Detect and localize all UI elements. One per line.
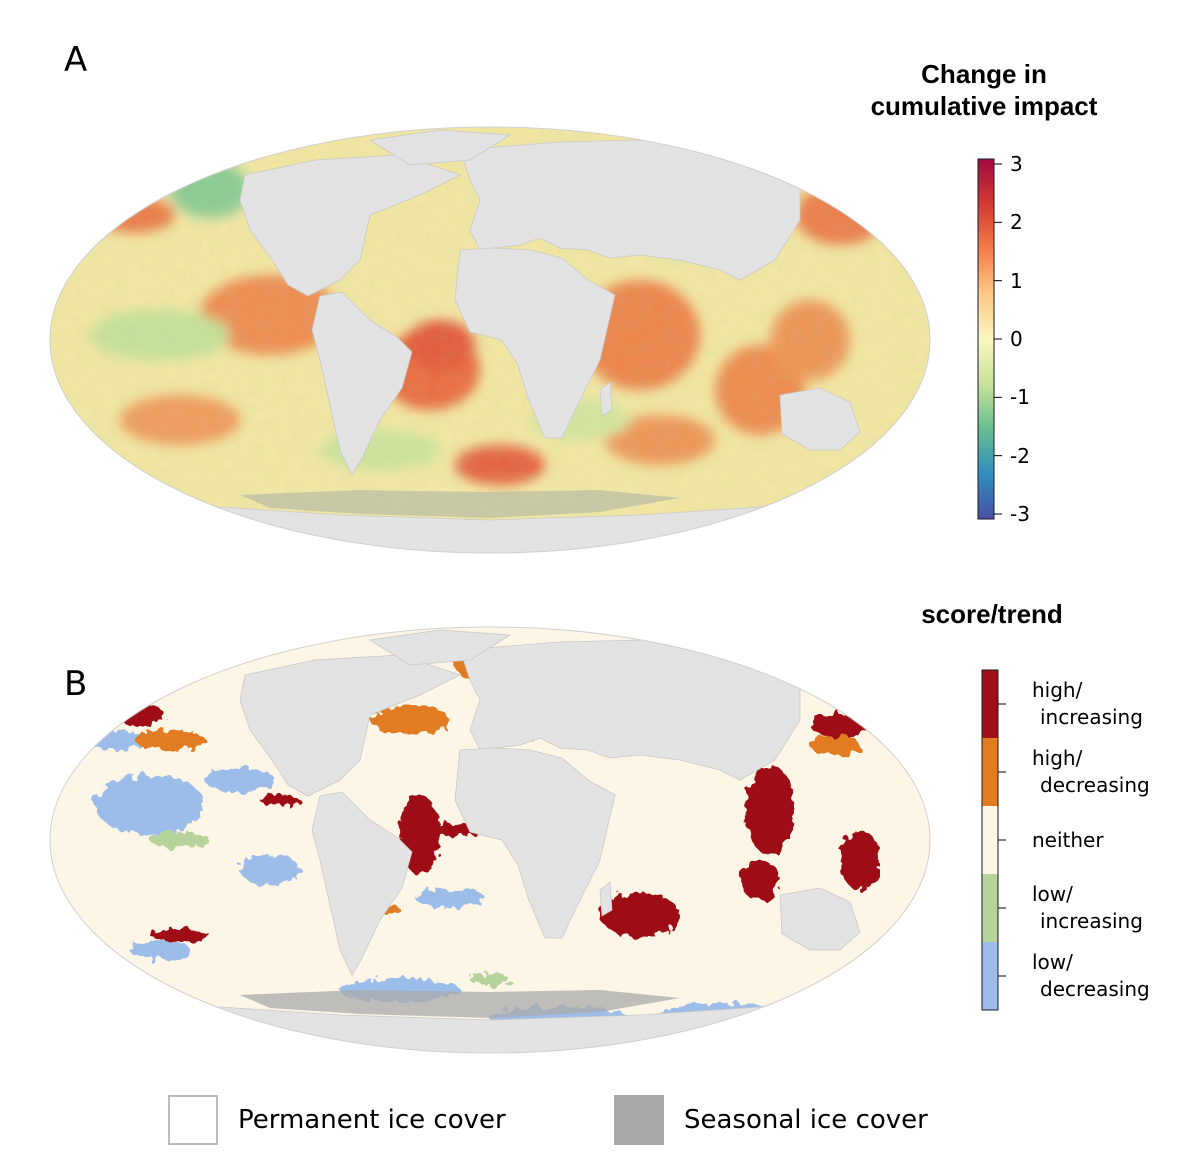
category-swatch <box>982 738 998 806</box>
colorbar-a-tick-label: -2 <box>1010 443 1030 468</box>
colorbar-a-tick-label: 1 <box>1010 268 1023 293</box>
category-label-line2: decreasing <box>1040 977 1150 1001</box>
panel-label-b: B <box>64 664 88 704</box>
legend-title-b: score/trend <box>921 599 1063 629</box>
category-swatch <box>982 806 998 874</box>
seasonal-ice-label: Seasonal ice cover <box>684 1105 928 1135</box>
legend-title-a-line2: cumulative impact <box>870 91 1098 121</box>
ice-legend-permanent: Permanent ice cover <box>168 1092 506 1148</box>
category-label: high/decreasing <box>1032 745 1182 799</box>
panel-label-a: A <box>64 40 88 80</box>
category-label-line1: low/ <box>1032 950 1073 974</box>
category-label: high/increasing <box>1032 677 1182 731</box>
category-label-line1: neither <box>1032 827 1104 852</box>
category-bar-outline <box>981 669 999 1011</box>
legend-title-a: Change in cumulative impact <box>848 58 1120 122</box>
colorbar-a-tick-label: 3 <box>1010 152 1023 176</box>
category-label-line1: high/ <box>1032 678 1083 702</box>
category-label-line2: decreasing <box>1040 773 1150 797</box>
seasonal-ice <box>240 490 680 518</box>
category-swatch <box>982 670 998 738</box>
category-label-line2: increasing <box>1040 909 1143 933</box>
category-swatch <box>982 874 998 942</box>
category-label: neither <box>1032 827 1182 854</box>
colorbar-a-tick-label: 2 <box>1010 210 1023 235</box>
category-bar-b <box>981 669 1006 1011</box>
ice-legend-seasonal: Seasonal ice cover <box>614 1092 928 1148</box>
legend-title-a-line1: Change in <box>921 59 1047 89</box>
category-swatch <box>982 942 998 1010</box>
colorbar-a-tick-label: -1 <box>1010 385 1030 410</box>
permanent-ice-swatch <box>168 1095 218 1145</box>
category-label-line1: high/ <box>1032 746 1083 770</box>
colorbar-a-tick-label: 0 <box>1010 327 1023 351</box>
land-masses <box>179 129 861 553</box>
map-score-trend <box>49 626 931 1054</box>
map-change-in-cumulative-impact <box>49 126 931 554</box>
category-label: low/decreasing <box>1032 949 1182 1003</box>
colorbar-a-tick-label: -3 <box>1010 502 1030 526</box>
category-label-line1: low/ <box>1032 882 1073 906</box>
seasonal-ice-b <box>240 990 680 1018</box>
colorbar-a <box>977 158 1002 520</box>
category-label: low/increasing <box>1032 881 1182 935</box>
category-label-line2: increasing <box>1040 705 1143 729</box>
seasonal-ice-swatch <box>614 1095 664 1145</box>
permanent-ice-label: Permanent ice cover <box>238 1105 506 1135</box>
